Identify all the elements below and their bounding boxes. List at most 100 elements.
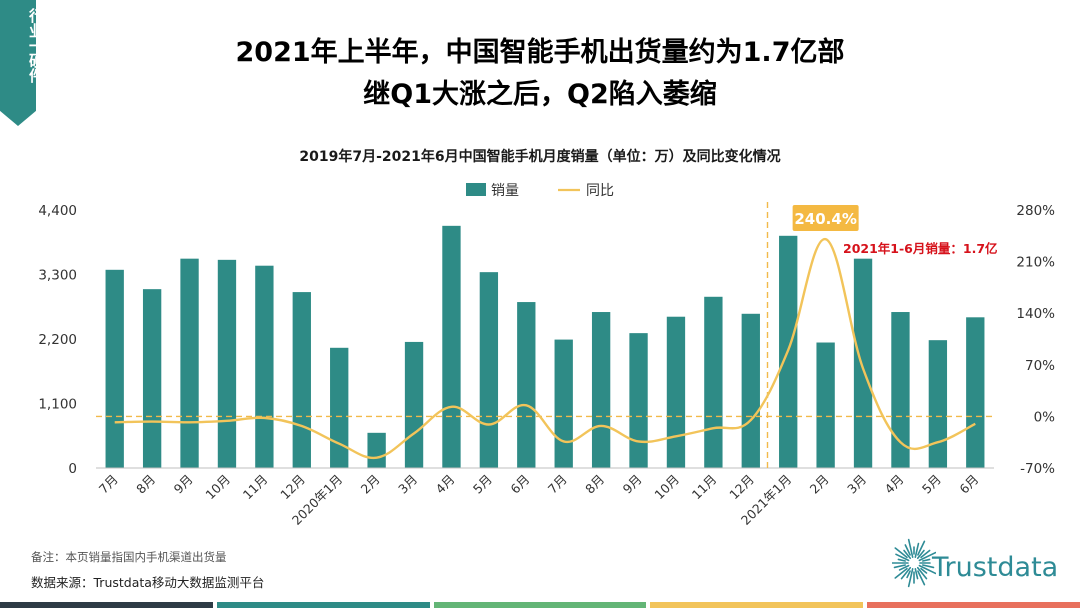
sales-bar xyxy=(404,341,424,468)
logo-burst-icon xyxy=(889,538,937,588)
logo-ray xyxy=(903,549,912,560)
bottom-color-strip xyxy=(0,602,1080,608)
logo-ray xyxy=(900,566,912,580)
x-tick-label: 8月 xyxy=(133,472,158,497)
yoy-line xyxy=(114,237,976,460)
logo-ray xyxy=(907,538,914,558)
logo-ray xyxy=(916,566,928,580)
strip-segment-4 xyxy=(650,602,864,608)
x-tick-label: 4月 xyxy=(433,472,458,497)
x-tick-label: 6月 xyxy=(507,472,532,497)
sales-bar xyxy=(591,312,611,468)
logo-ray xyxy=(916,549,925,560)
sales-bar xyxy=(666,316,686,468)
x-tick-label: 12月 xyxy=(277,472,308,503)
x-tick-label: 10月 xyxy=(202,472,233,503)
logo-ray xyxy=(914,568,919,580)
logo-ray xyxy=(917,570,926,586)
logo-ray xyxy=(917,540,926,556)
h1-total-annotation: 2021年1-6月销量：1.7亿 xyxy=(843,241,998,256)
logo-ray xyxy=(921,558,931,562)
x-tick-label: 5月 xyxy=(919,472,944,497)
strip-segment-5 xyxy=(867,602,1080,608)
sales-bar xyxy=(255,265,274,468)
x-tick-label: 11月 xyxy=(689,472,720,503)
remark-note: 备注：本页销量指国内手机渠道出货量 xyxy=(31,550,227,564)
x-tick-label: 2月 xyxy=(807,472,832,497)
peak-label: 240.4% xyxy=(794,210,856,228)
x-tick-label: 6月 xyxy=(956,472,981,497)
y-left-tick-label: 0 xyxy=(68,461,77,477)
y-right-tick-label: 210% xyxy=(1016,255,1055,271)
section-tag-label: 行业一硬件 xyxy=(27,8,45,83)
logo-ray xyxy=(907,568,914,588)
logo-ray xyxy=(893,564,907,569)
x-tick-label: 3月 xyxy=(844,472,869,497)
logo-text: Trustdata xyxy=(932,552,1059,583)
y-right-tick-label: -70% xyxy=(1020,461,1055,477)
x-tick-label: 4月 xyxy=(882,472,907,497)
logo-ray xyxy=(894,567,908,579)
headline-line-2: 继Q1大涨之后，Q2陷入萎缩 xyxy=(363,79,717,110)
strip-segment-1 xyxy=(0,602,213,608)
x-tick-label: 7月 xyxy=(545,472,570,497)
trustdata-logo: Trustdata xyxy=(889,533,1072,595)
sales-bar xyxy=(367,432,386,468)
x-tick-label: 8月 xyxy=(582,472,607,497)
logo-ray xyxy=(894,547,908,559)
sales-bar xyxy=(105,269,124,468)
logo-ray xyxy=(921,564,935,569)
y-left-tick-label: 1,100 xyxy=(38,397,77,413)
sales-bar xyxy=(479,272,499,468)
y-right-tick-label: 280% xyxy=(1016,203,1055,219)
y-right-tick-label: 70% xyxy=(1025,358,1055,374)
source-note: 数据来源：Trustdata移动大数据监测平台 xyxy=(31,575,265,590)
logo-ray xyxy=(914,542,920,558)
legend-label-sales: 销量 xyxy=(491,183,519,199)
sales-bar xyxy=(853,258,873,468)
sales-bar xyxy=(330,347,349,468)
sales-bar xyxy=(966,317,985,468)
sales-bar xyxy=(816,342,835,468)
logo-ray xyxy=(920,567,928,574)
x-tick-label: 10月 xyxy=(651,472,682,503)
logo-ray xyxy=(898,564,910,571)
sales-bar xyxy=(517,302,536,468)
strip-segment-3 xyxy=(433,602,647,608)
y-right-tick-label: 140% xyxy=(1016,306,1055,322)
logo-ray xyxy=(895,553,910,562)
y-left-tick-label: 4,400 xyxy=(38,203,77,219)
sales-bar xyxy=(704,296,723,468)
sales-bar xyxy=(928,340,948,468)
x-tick-label: 7月 xyxy=(96,472,121,497)
x-tick-label: 2月 xyxy=(358,472,383,497)
sales-bar xyxy=(741,313,760,468)
sales-bar xyxy=(180,258,199,468)
sales-bar xyxy=(142,289,162,468)
x-tick-label: 12月 xyxy=(726,472,757,503)
logo-ray xyxy=(918,551,937,562)
x-tick-label: 9月 xyxy=(171,472,196,497)
logo-ray xyxy=(904,544,911,556)
logo-ray xyxy=(906,570,911,579)
x-tick-label: 11月 xyxy=(240,472,271,503)
strip-segment-2 xyxy=(216,602,430,608)
peak-label-box xyxy=(792,205,859,231)
sales-bar xyxy=(442,225,461,468)
y-left-tick-label: 2,200 xyxy=(38,332,77,348)
logo-ray xyxy=(897,558,907,562)
logo-ray xyxy=(920,549,931,559)
legend-swatch-sales xyxy=(466,183,486,196)
sales-bar xyxy=(629,333,648,468)
sales-bar xyxy=(292,292,311,468)
x-tick-label: 5月 xyxy=(470,472,495,497)
y-right-tick-label: 0% xyxy=(1034,409,1056,425)
logo-ray xyxy=(918,564,937,575)
sales-bar xyxy=(217,259,237,468)
y-left-tick-label: 3,300 xyxy=(38,268,77,284)
headline-line-1: 2021年上半年，中国智能手机出货量约为1.7亿部 xyxy=(235,37,845,68)
x-tick-label: 3月 xyxy=(395,472,420,497)
sales-bar xyxy=(891,312,910,468)
sales-bar xyxy=(554,339,573,468)
